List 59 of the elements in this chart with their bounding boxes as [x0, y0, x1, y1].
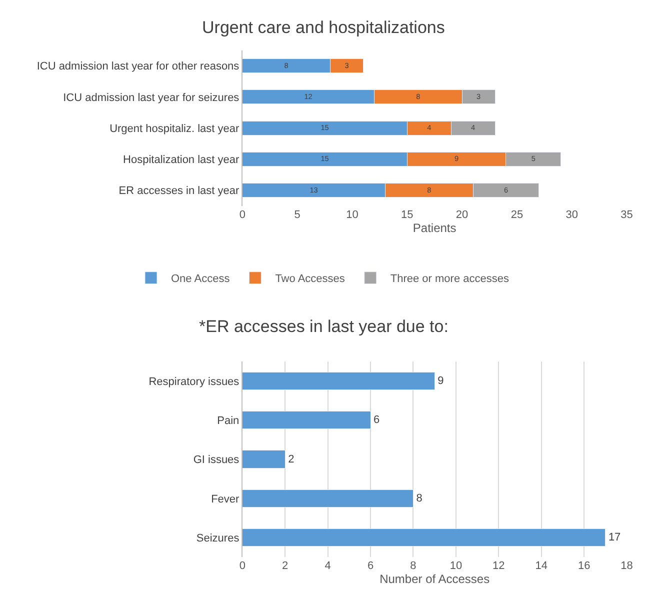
data-label: 8 [416, 92, 420, 101]
data-label: 3 [344, 60, 349, 70]
bar [242, 372, 435, 390]
x-tick-label: 12 [492, 560, 505, 572]
x-tick-label: 4 [324, 560, 331, 572]
data-label: 9 [438, 374, 444, 387]
x-tick-label: 35 [620, 208, 633, 221]
legend-label: Three or more accesses [390, 273, 510, 286]
x-tick-label: 10 [346, 208, 358, 221]
x-tick-label: 30 [566, 208, 578, 221]
y-tick-label: Seizures [196, 532, 240, 544]
y-tick-label: Urgent hospitaliz. last year [110, 122, 240, 135]
data-label: 8 [427, 185, 432, 194]
y-tick-label: ICU admission last year for other reasons [36, 60, 240, 73]
data-label: 8 [416, 492, 422, 504]
x-tick-label: 10 [450, 560, 462, 572]
x-tick-label: 5 [294, 208, 300, 221]
x-axis-title: Patients [412, 220, 456, 235]
bar [242, 489, 414, 508]
y-tick-label: Fever [211, 493, 240, 506]
data-label: 4 [427, 123, 432, 132]
x-tick-label: 15 [401, 208, 414, 221]
x-tick-label: 25 [510, 208, 524, 221]
data-label: 15 [320, 154, 329, 164]
x-tick-label: 2 [282, 560, 288, 572]
x-tick-label: 18 [620, 560, 633, 572]
y-tick-label: GI issues [193, 454, 240, 466]
y-tick-label: ER accesses in last year [118, 185, 240, 198]
legend-label: One Access [171, 273, 230, 286]
y-tick-label: Hospitalization last year [123, 154, 240, 166]
data-label: 2 [288, 453, 294, 466]
data-label: 17 [608, 532, 621, 544]
x-tick-label: 0 [239, 560, 246, 572]
data-label: 9 [454, 154, 459, 164]
data-label: 15 [320, 123, 329, 132]
data-label: 6 [374, 414, 380, 426]
y-tick-label: Pain [217, 414, 240, 427]
data-label: 5 [531, 154, 536, 164]
data-label: 13 [310, 185, 318, 194]
y-tick-label: Respiratory issues [148, 376, 240, 388]
bar [242, 411, 371, 430]
bar [242, 528, 606, 547]
x-tick-label: 0 [239, 208, 246, 221]
chart-title: *ER accesses in last year due to: [199, 317, 448, 336]
chart-title: Urgent care and hospitalizations [202, 18, 445, 37]
x-tick-label: 8 [410, 560, 416, 572]
data-label: 12 [304, 92, 312, 101]
legend-label: Two Accesses [275, 273, 346, 286]
data-label: 3 [476, 92, 481, 101]
bar [242, 450, 286, 468]
data-label: 4 [471, 123, 476, 132]
x-axis-title: Number of Accesses [380, 572, 490, 586]
data-label: 6 [504, 185, 508, 194]
x-tick-label: 14 [535, 560, 548, 572]
x-tick-label: 6 [367, 560, 374, 572]
data-label: 8 [284, 60, 288, 70]
x-tick-label: 20 [456, 208, 468, 221]
y-tick-label: ICU admission last year for seizures [63, 92, 240, 104]
x-tick-label: 16 [578, 560, 590, 572]
